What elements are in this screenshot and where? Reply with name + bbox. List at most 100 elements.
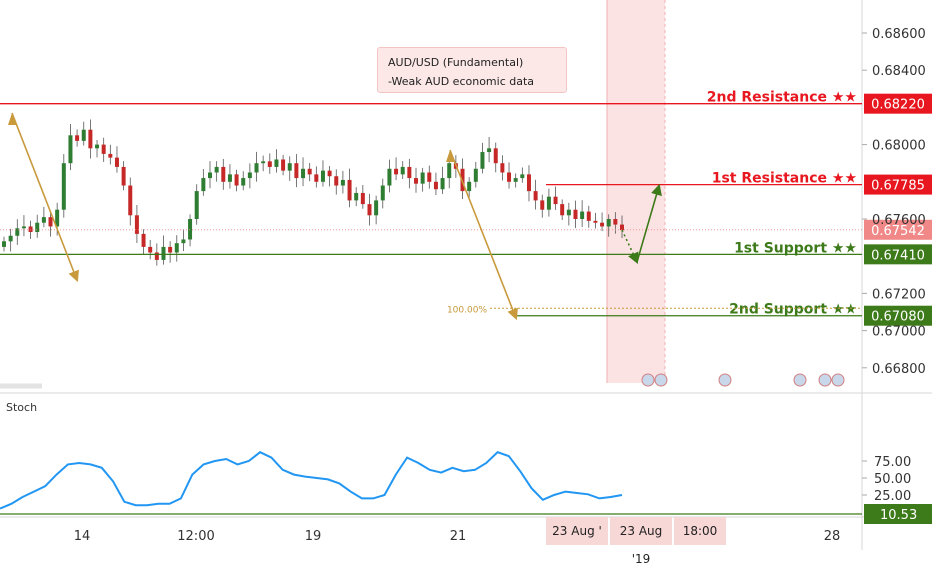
level-price-text-2: 0.67785: [871, 179, 925, 194]
arrow-head-right: [446, 150, 454, 162]
candle-body: [573, 209, 578, 219]
price-tick-label: 0.68000: [872, 139, 926, 154]
candle-body: [134, 215, 139, 234]
candle-body: [420, 172, 425, 184]
candle-body: [48, 217, 53, 227]
candle-body: [500, 163, 505, 173]
candle-body: [367, 204, 372, 216]
candle-body: [320, 170, 325, 182]
date-range-start: 23 Aug ': [546, 517, 608, 545]
level-label-1: 2nd Resistance ★★: [707, 90, 857, 106]
candle-body: [407, 166, 412, 179]
candle-body: [533, 191, 538, 201]
candle-body: [274, 159, 279, 167]
candle-body: [154, 252, 159, 260]
arrow-head-left: [8, 113, 16, 125]
candle-body: [400, 166, 405, 175]
level-price-tag-1: [864, 93, 932, 114]
time-tick-label: 12:00: [177, 529, 214, 544]
fib-label: 100.00%: [447, 305, 487, 315]
fundamental-callout: AUD/USD (Fundamental) -Weak AUD economic…: [377, 47, 567, 93]
candle-body: [507, 172, 512, 182]
level-price-text-1: 0.68220: [871, 98, 925, 113]
event-flag-icon: [831, 373, 845, 387]
candle-body: [241, 178, 246, 186]
current-price-text: 0.67542: [871, 224, 925, 239]
arrow-down-left: [11, 112, 79, 283]
candle-body: [201, 178, 206, 192]
event-flag-icon: [718, 373, 732, 387]
candle-body: [108, 153, 113, 158]
candle-body: [221, 166, 226, 182]
candle-body: [540, 200, 545, 210]
stoch-line: [0, 451, 623, 510]
event-flag-icon: [818, 373, 832, 387]
candle-body: [174, 243, 179, 253]
stoch-tick-label: 50.00: [874, 472, 911, 487]
candle-body: [394, 168, 399, 175]
stoch-label: Stoch: [6, 401, 37, 414]
candle-body: [68, 135, 73, 164]
candle-body: [387, 168, 392, 186]
stoch-current-text: 10.53: [880, 508, 917, 523]
time-tick-label: 19: [305, 529, 322, 544]
candle-body: [35, 222, 40, 233]
candle-body: [600, 222, 605, 227]
candle-body: [88, 129, 93, 149]
event-flag-icon: [654, 373, 668, 387]
candle-body: [566, 209, 571, 216]
event-flag-icon: [641, 373, 655, 387]
candle-body: [181, 239, 186, 244]
candle-body: [553, 196, 558, 205]
time-tick-label: 21: [450, 529, 467, 544]
candle-body: [254, 163, 259, 173]
price-tick-label: 0.68400: [872, 64, 926, 79]
candle-body: [380, 185, 385, 201]
candle-body: [168, 246, 173, 253]
candle-body: [354, 192, 359, 201]
candle-body: [433, 181, 438, 190]
candle-body: [513, 178, 518, 182]
candle-body: [467, 181, 472, 192]
candle-body: [95, 144, 100, 149]
candle-body: [301, 168, 306, 179]
candle-body: [487, 148, 492, 153]
date-range-end: 23 Aug '19: [610, 517, 672, 566]
candle-body: [227, 174, 232, 182]
price-levels: 2nd Resistance ★★ 0.68220 1st Resistance ★…: [0, 90, 932, 326]
candle-body: [101, 144, 106, 154]
candle-body: [28, 226, 33, 233]
level-price-text-4: 0.67080: [871, 310, 925, 325]
stoch-current-tag: [864, 504, 932, 524]
candle-body: [334, 176, 339, 186]
candle-body: [55, 209, 60, 227]
candle-body: [188, 219, 193, 240]
candle-body: [261, 161, 266, 164]
time-tick-label: 14: [74, 529, 91, 544]
price-tick-label: 0.68600: [872, 27, 926, 42]
price-tick-label: 0.67200: [872, 287, 926, 302]
candle-body: [2, 241, 6, 247]
stoch-tick-label: 75.00: [874, 455, 911, 470]
candle-body: [307, 168, 312, 175]
candle-body: [340, 179, 345, 186]
level-price-tag-4: [864, 305, 932, 326]
price-axis: 0.68600 0.68400 0.68000 0.67600 0.67200 0.670…: [862, 27, 926, 377]
level-label-4: 2nd Support ★★: [729, 302, 857, 318]
chart-canvas: 2nd Resistance ★★ 0.68220 1st Resistance ★…: [0, 0, 932, 550]
candle-body: [613, 219, 618, 225]
time-axis: 14 12:00 19 21 28: [74, 529, 841, 544]
candle-body: [620, 224, 624, 231]
candle-body: [314, 174, 319, 182]
candle-body: [414, 178, 418, 184]
candle-body: [347, 179, 352, 201]
level-price-text-3: 0.67410: [871, 248, 925, 263]
price-tick-label: 0.66800: [872, 362, 926, 377]
candle-body: [580, 211, 585, 219]
candle-body: [493, 148, 498, 164]
candle-body: [8, 235, 13, 242]
candle-body: [586, 211, 591, 221]
stoch-panel: Stoch 75.00 50.00 25.00 10.53: [0, 401, 932, 524]
price-tick-label: 0.67000: [872, 325, 926, 340]
stoch-tick-label: 25.00: [874, 489, 911, 504]
